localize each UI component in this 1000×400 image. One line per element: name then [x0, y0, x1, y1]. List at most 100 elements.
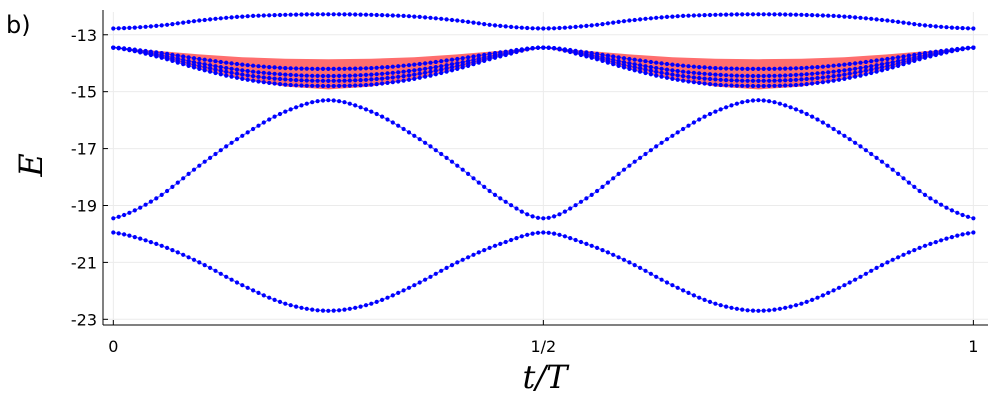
- data-point: [116, 214, 121, 219]
- data-point: [439, 70, 444, 76]
- data-point: [654, 15, 659, 20]
- data-point: [836, 14, 842, 19]
- data-point: [842, 72, 847, 77]
- data-point: [208, 265, 213, 270]
- data-point: [218, 59, 223, 65]
- data-point: [202, 17, 207, 23]
- data-point: [396, 290, 401, 295]
- data-point: [670, 14, 675, 19]
- data-point: [896, 171, 901, 176]
- data-point: [756, 78, 761, 83]
- data-point: [659, 140, 664, 145]
- data-point: [148, 240, 153, 245]
- data-point: [632, 17, 637, 23]
- data-point: [804, 65, 809, 70]
- data-point: [659, 61, 664, 66]
- data-point: [283, 82, 288, 87]
- data-point: [111, 216, 116, 221]
- data-point: [799, 12, 804, 17]
- data-point: [546, 230, 551, 235]
- data-point: [417, 14, 422, 19]
- data-point: [777, 83, 783, 88]
- data-point: [772, 78, 777, 83]
- data-point: [433, 59, 438, 65]
- data-point: [734, 83, 740, 88]
- data-point: [208, 66, 213, 71]
- data-point: [331, 83, 336, 89]
- data-point: [208, 17, 213, 22]
- data-point: [605, 180, 611, 185]
- data-point: [659, 66, 664, 71]
- data-point: [632, 263, 637, 268]
- data-point: [181, 176, 186, 181]
- data-point: [799, 77, 804, 82]
- data-point: [423, 277, 428, 282]
- data-point: [444, 155, 449, 160]
- data-point: [702, 81, 707, 86]
- data-point: [557, 25, 562, 31]
- data-point: [863, 16, 869, 21]
- data-point: [681, 69, 686, 74]
- data-point: [503, 239, 508, 245]
- series-6: [111, 98, 976, 221]
- data-point: [793, 72, 799, 77]
- data-point: [165, 245, 170, 250]
- data-point: [492, 192, 498, 197]
- data-point: [842, 68, 847, 73]
- data-point: [433, 148, 438, 153]
- data-point: [659, 70, 664, 75]
- data-point: [229, 15, 234, 20]
- data-point: [315, 308, 320, 313]
- data-point: [847, 67, 852, 72]
- data-point: [471, 62, 476, 67]
- data-point: [229, 140, 234, 145]
- data-point: [251, 69, 256, 74]
- data-point: [127, 48, 132, 53]
- data-point: [433, 68, 438, 73]
- data-point: [638, 69, 643, 74]
- data-point: [767, 308, 772, 313]
- data-point: [568, 25, 573, 30]
- data-point: [224, 60, 229, 65]
- data-point: [363, 77, 369, 82]
- data-point: [664, 67, 670, 72]
- data-point: [750, 308, 756, 313]
- data-point: [906, 53, 912, 58]
- data-point: [138, 50, 143, 55]
- data-point: [777, 101, 783, 106]
- data-point: [337, 308, 342, 313]
- data-point: [353, 78, 358, 83]
- data-point: [740, 12, 745, 17]
- data-point: [627, 260, 632, 265]
- data-point: [664, 61, 670, 67]
- data-point: [933, 24, 938, 29]
- data-point: [799, 109, 804, 114]
- data-point: [396, 79, 401, 84]
- data-point: [788, 73, 793, 78]
- data-point: [863, 68, 869, 73]
- data-point: [767, 66, 772, 71]
- data-point: [186, 171, 191, 176]
- data-point: [718, 12, 723, 17]
- data-point: [401, 126, 406, 132]
- data-point: [439, 151, 444, 157]
- data-point: [627, 18, 632, 23]
- x-tick-label: 1: [968, 337, 978, 356]
- data-point: [810, 114, 815, 119]
- data-point: [299, 66, 304, 71]
- series-1: [111, 12, 976, 31]
- data-point: [299, 78, 304, 83]
- data-point: [541, 216, 546, 221]
- data-point: [713, 66, 718, 71]
- data-point: [944, 205, 949, 210]
- data-point: [638, 265, 643, 270]
- data-point: [767, 73, 772, 78]
- data-point: [466, 55, 471, 60]
- data-point: [627, 56, 632, 62]
- data-point: [455, 66, 460, 71]
- data-point: [788, 304, 793, 309]
- data-point: [353, 83, 358, 88]
- data-point: [132, 25, 137, 30]
- data-point: [965, 214, 971, 219]
- data-point: [750, 78, 756, 83]
